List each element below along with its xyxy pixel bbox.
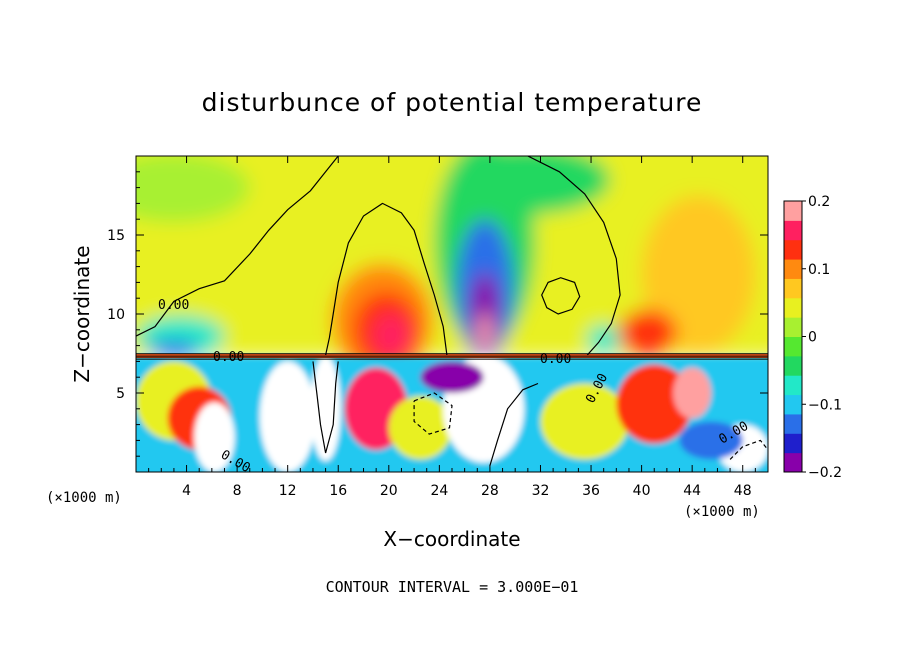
field-lower-left-white — [194, 402, 235, 472]
colorbar-tick-label: −0.1 — [808, 397, 842, 413]
colorbar-tick-label: 0 — [808, 330, 817, 346]
field-lower-mid-white-b — [310, 356, 341, 461]
contour-lines — [136, 156, 768, 466]
y-tick-label: 5 — [116, 386, 125, 402]
colorbar-swatch — [784, 394, 802, 415]
field-left-blue-core — [148, 340, 200, 357]
contour-zero-contour-plume — [325, 202, 448, 356]
x-tick-label: 44 — [683, 483, 701, 499]
colorbar-swatch — [784, 220, 802, 241]
field-upper-left-cyan — [136, 156, 250, 223]
field-lower-right-red — [673, 367, 712, 419]
colorbar-swatch — [784, 355, 802, 376]
y-axis: 5 10 15 — [107, 171, 768, 457]
x-tick-label: 20 — [380, 483, 398, 499]
colorbar-swatch — [784, 297, 802, 318]
x-tick-label: 4 — [182, 483, 191, 499]
contour-zero-contour-right — [527, 156, 621, 356]
contour-lower-contour-a — [312, 361, 339, 454]
plot-area: 0.000.00 0.000.000.000.00 — [136, 156, 768, 472]
x-tick-label: 40 — [633, 483, 651, 499]
x-unit-left: (×1000 m) — [46, 490, 122, 506]
colorbar-swatch — [784, 375, 802, 396]
contour-label: 0.00 — [540, 352, 571, 367]
colorbar-swatch — [784, 259, 802, 279]
contour-lower-contour-b — [413, 392, 453, 435]
field-lower-right-green — [540, 383, 629, 460]
lower-field — [136, 355, 768, 472]
inversion-fill — [136, 353, 768, 358]
x-tick-label: 16 — [329, 483, 347, 499]
x-tick-label: 8 — [233, 483, 242, 499]
x-unit-right: (×1000 m) — [684, 504, 760, 520]
field-right-cyan-top — [445, 156, 610, 215]
contour-lower-contour-c — [489, 382, 539, 466]
colorbar-swatch — [784, 413, 802, 434]
colorbar-swatch — [784, 278, 802, 299]
x-tick-label: 24 — [430, 483, 448, 499]
colorbar-swatch — [784, 239, 802, 260]
colorbar: −0.2 −0.1 0 0.1 0.2 — [783, 194, 842, 481]
x-tick-label: 12 — [279, 483, 297, 499]
upper-field — [136, 156, 768, 378]
field-cold-column-core — [477, 312, 492, 357]
field-warm-plume-red — [373, 314, 410, 359]
colorbar-swatch — [784, 452, 802, 473]
x-axis: 4 8 12 16 20 24 28 32 36 40 44 48 — [148, 156, 756, 499]
colorbar-tick-label: −0.2 — [808, 465, 842, 481]
contour-label: 0.00 — [158, 298, 189, 313]
contour-interval-note: CONTOUR INTERVAL = 3.000E−01 — [326, 578, 579, 596]
chart-title: disturbunce of potential temperature — [202, 88, 703, 117]
x-tick-label: 32 — [532, 483, 550, 499]
colorbar-tick-label: 0.1 — [808, 262, 830, 278]
field-lower-right-blue — [679, 421, 743, 460]
colorbar-swatch — [784, 317, 802, 337]
field-lower-right-warm — [616, 364, 693, 444]
contour-lower-contour-d — [729, 439, 768, 460]
colorbar-tick-label: 0.2 — [808, 194, 830, 210]
field-lower-mid-green — [388, 396, 452, 460]
inversion-band — [136, 353, 768, 360]
y-axis-label: Z−coordinate — [70, 245, 94, 382]
colorbar-swatch — [784, 433, 802, 454]
x-tick-label: 28 — [481, 483, 499, 499]
colorbar-swatch — [784, 201, 802, 221]
colorbar-swatch — [784, 336, 802, 357]
field-lower-mid-white-a — [259, 361, 316, 472]
field-right-warm-yellow — [641, 195, 756, 354]
x-tick-label: 36 — [582, 483, 600, 499]
x-axis-label: X−coordinate — [383, 527, 520, 551]
y-tick-label: 10 — [107, 307, 125, 323]
x-tick-label: 48 — [734, 483, 752, 499]
contour-label: 0.00 — [213, 350, 244, 365]
field-lower-center-purple — [420, 361, 484, 394]
contour-zero-contour-loop — [541, 277, 581, 315]
contour-zero-contour-left — [136, 156, 339, 337]
y-tick-label: 15 — [107, 228, 125, 244]
field-right-warm-orange — [618, 309, 677, 357]
